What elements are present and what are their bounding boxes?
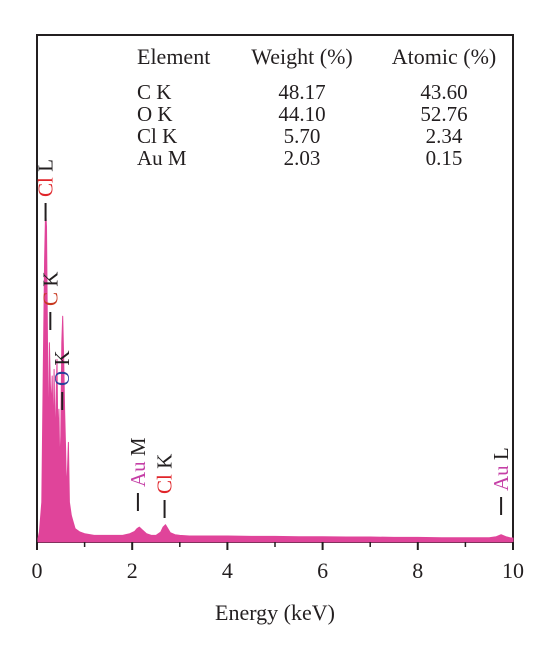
x-tick-label: 8 xyxy=(412,558,423,583)
peak-label-o-k: O K xyxy=(50,350,74,410)
spectrum-area-0 xyxy=(37,209,514,543)
peak-label-au-m: Au M xyxy=(126,437,150,511)
table-cell: 48.17 xyxy=(278,80,325,104)
x-axis-label: Energy (keV) xyxy=(215,600,335,625)
table-cell: Cl K xyxy=(137,124,177,148)
peak-label-text: C K xyxy=(38,272,62,306)
x-tick-label: 0 xyxy=(32,558,43,583)
peak-element: Au xyxy=(126,461,150,487)
peak-line: K xyxy=(38,272,62,292)
table-cell: C K xyxy=(137,80,171,104)
peak-line: L xyxy=(34,159,58,177)
peak-element: O xyxy=(50,371,74,386)
peak-labels: Cl LC KO KAu MCl KAu L xyxy=(34,159,513,518)
peak-label-text: Cl K xyxy=(153,454,177,494)
x-tick-label: 4 xyxy=(222,558,233,583)
table-cell: 44.10 xyxy=(278,102,325,126)
table-cell: 43.60 xyxy=(420,80,467,104)
peak-line: M xyxy=(126,437,150,461)
peak-label-text: Cl L xyxy=(34,159,58,197)
x-tick-label: 10 xyxy=(502,558,524,583)
peak-element: Au xyxy=(489,465,513,491)
peak-line: K xyxy=(50,350,74,370)
peak-line: K xyxy=(153,454,177,474)
peak-label-cl-l: Cl L xyxy=(34,159,58,221)
spectrum-layer xyxy=(37,209,514,543)
table-cell: 2.34 xyxy=(426,124,463,148)
table-header-cell: Atomic (%) xyxy=(392,44,496,69)
peak-label-c-k: C K xyxy=(38,272,62,330)
table-header-cell: Weight (%) xyxy=(251,44,352,69)
peak-label-cl-k: Cl K xyxy=(153,454,177,518)
peak-element: Cl xyxy=(34,177,58,197)
peak-label-text: Au M xyxy=(126,437,150,487)
peak-label-text: O K xyxy=(50,350,74,386)
peak-line: L xyxy=(489,447,513,465)
table-cell: 0.15 xyxy=(426,146,463,170)
composition-table: Element Weight (%) Atomic (%) C K 48.17 43.60… xyxy=(137,44,496,170)
x-tick-label: 6 xyxy=(317,558,328,583)
table-header-cell: Element xyxy=(137,44,210,69)
x-tick-label: 2 xyxy=(127,558,138,583)
peak-label-au-l: Au L xyxy=(489,447,513,515)
x-axis: 0 2 4 6 8 10 xyxy=(32,542,524,583)
table-cell: O K xyxy=(137,102,173,126)
peak-element: C xyxy=(38,292,62,306)
table-cell: 2.03 xyxy=(284,146,321,170)
table-cell: 52.76 xyxy=(420,102,467,126)
table-cell: Au M xyxy=(137,146,187,170)
table-cell: 5.70 xyxy=(284,124,321,148)
peak-label-text: Au L xyxy=(489,447,513,491)
peak-element: Cl xyxy=(153,474,177,494)
